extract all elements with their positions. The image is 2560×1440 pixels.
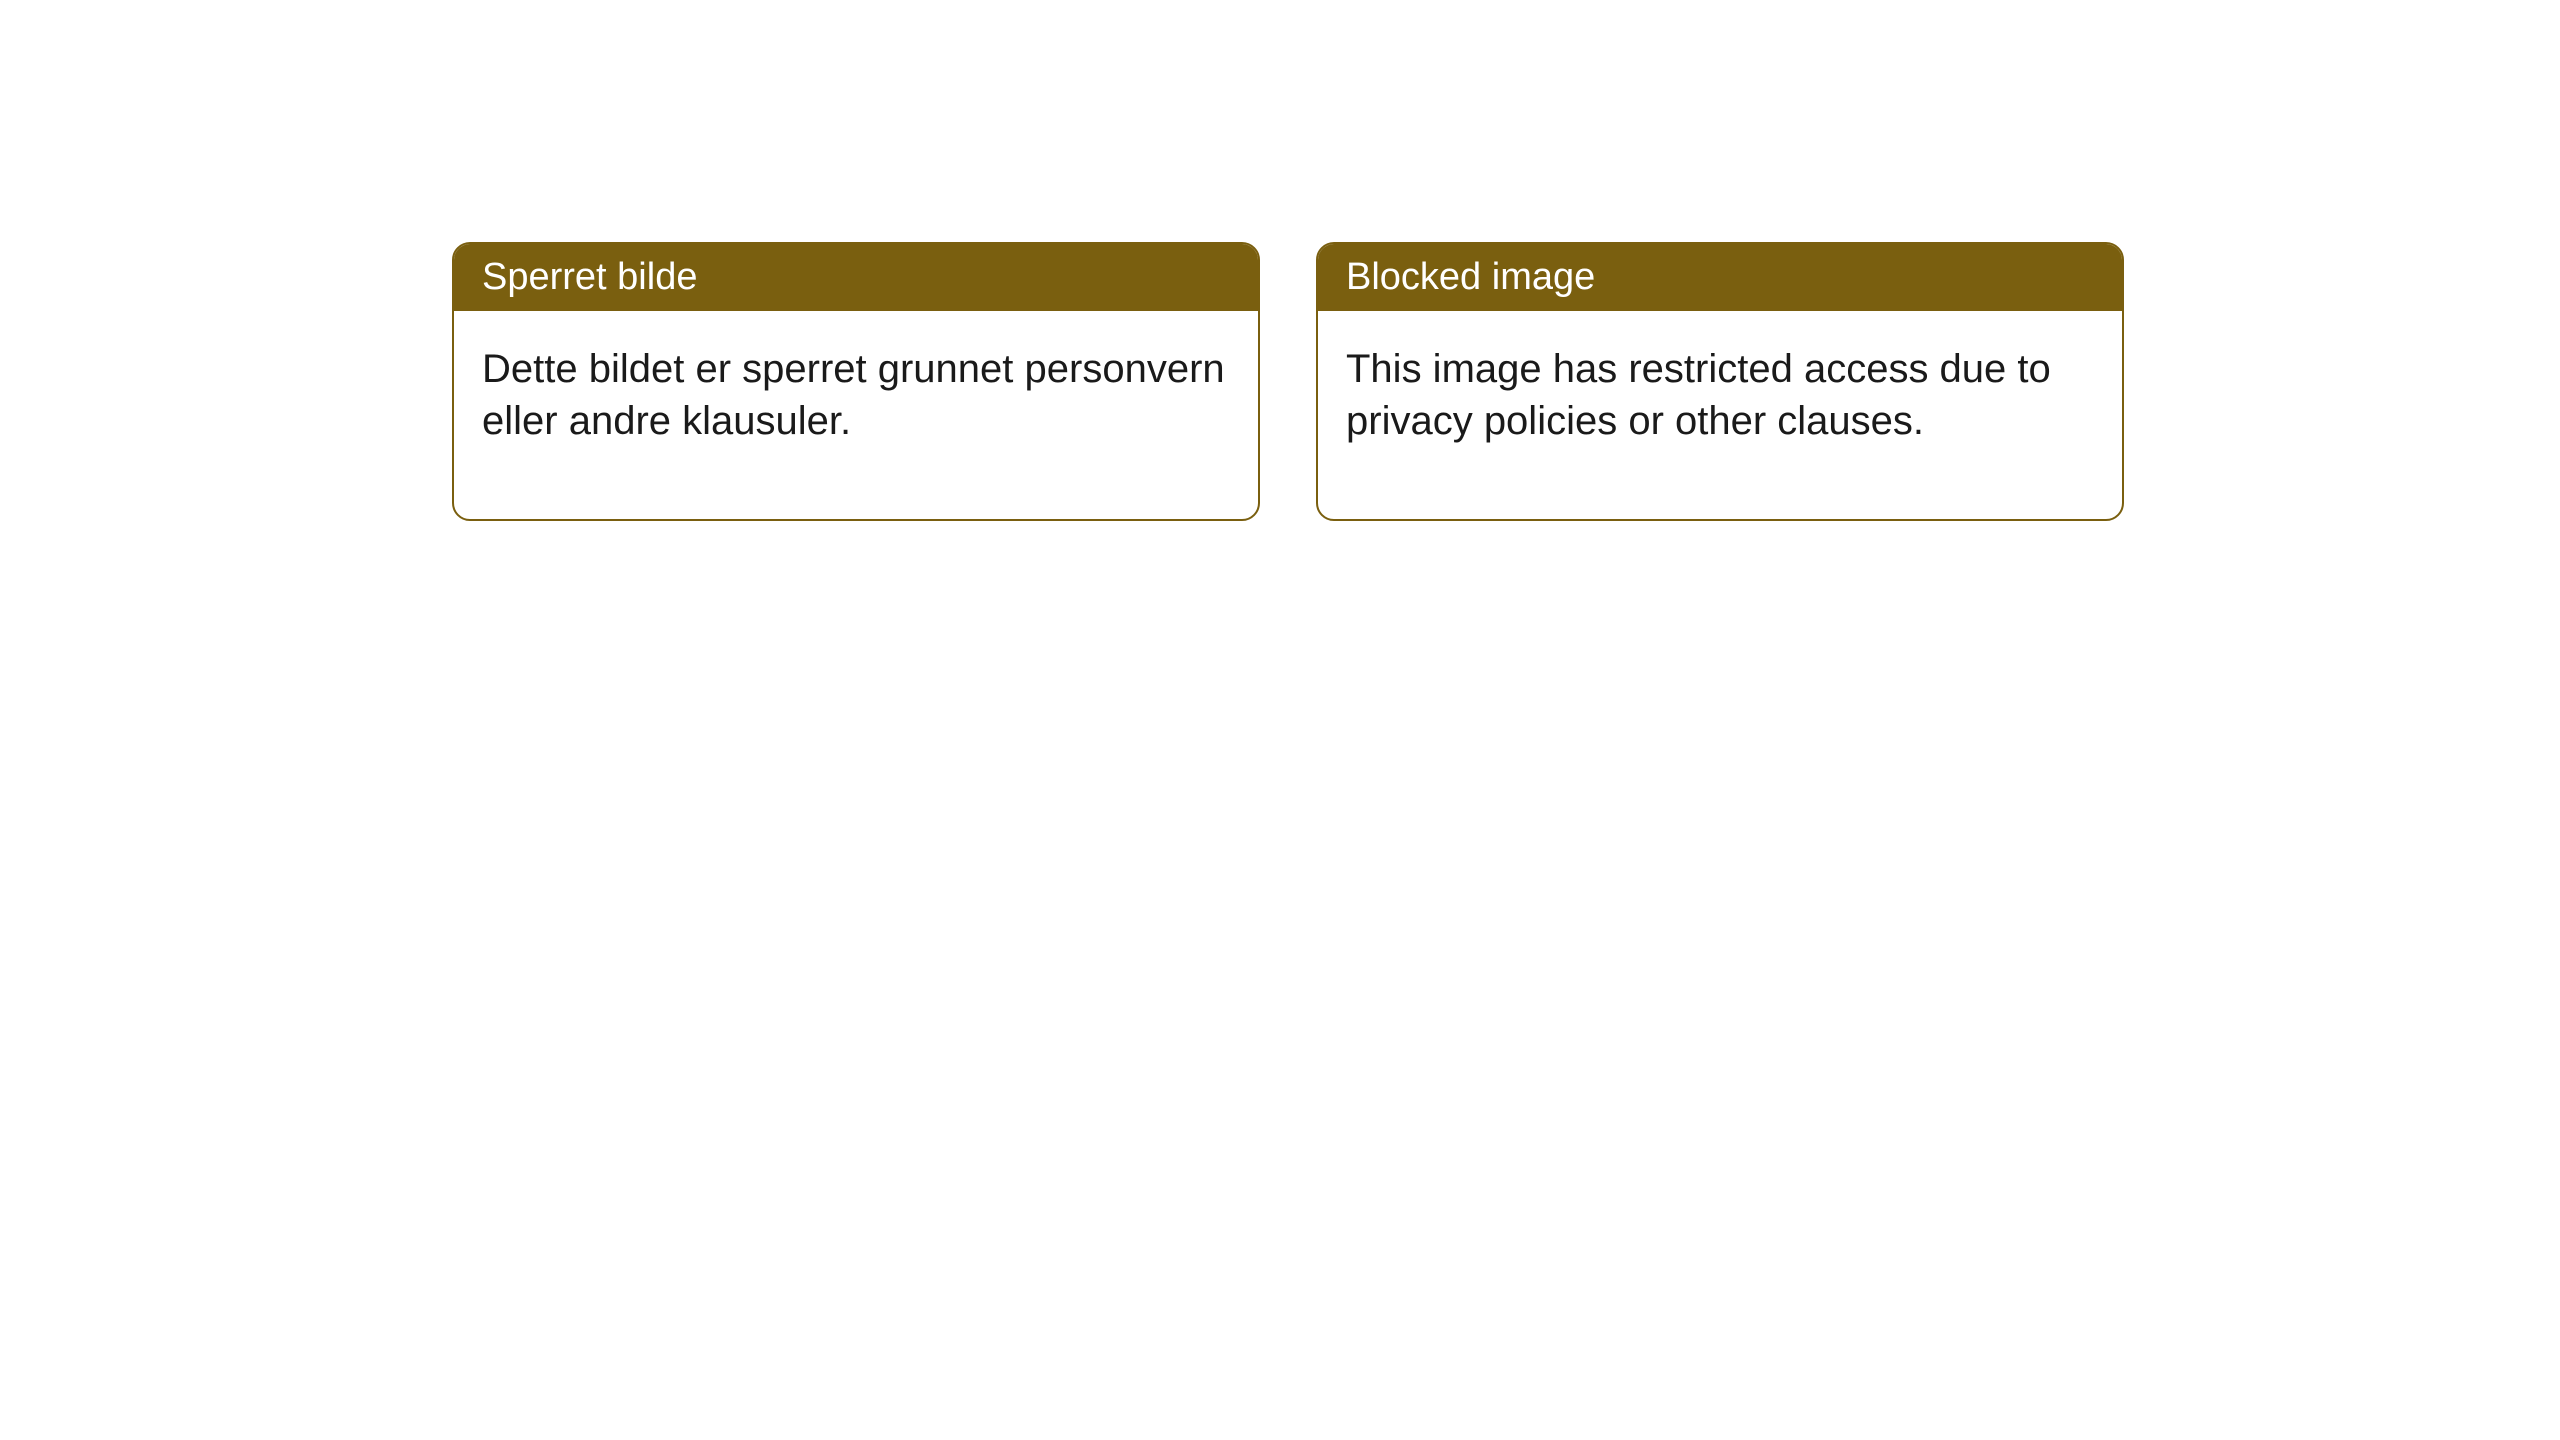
notice-title: Blocked image bbox=[1346, 256, 1595, 298]
notice-card-english: Blocked image This image has restricted … bbox=[1316, 242, 2124, 521]
notice-title: Sperret bilde bbox=[482, 256, 697, 298]
notice-card-norwegian: Sperret bilde Dette bildet er sperret gr… bbox=[452, 242, 1260, 521]
notice-body-text: This image has restricted access due to … bbox=[1346, 347, 2051, 443]
notice-body: Dette bildet er sperret grunnet personve… bbox=[454, 311, 1258, 519]
notice-body: This image has restricted access due to … bbox=[1318, 311, 2122, 519]
notice-header: Blocked image bbox=[1318, 244, 2122, 311]
notice-container: Sperret bilde Dette bildet er sperret gr… bbox=[452, 242, 2124, 521]
notice-header: Sperret bilde bbox=[454, 244, 1258, 311]
notice-body-text: Dette bildet er sperret grunnet personve… bbox=[482, 347, 1225, 443]
